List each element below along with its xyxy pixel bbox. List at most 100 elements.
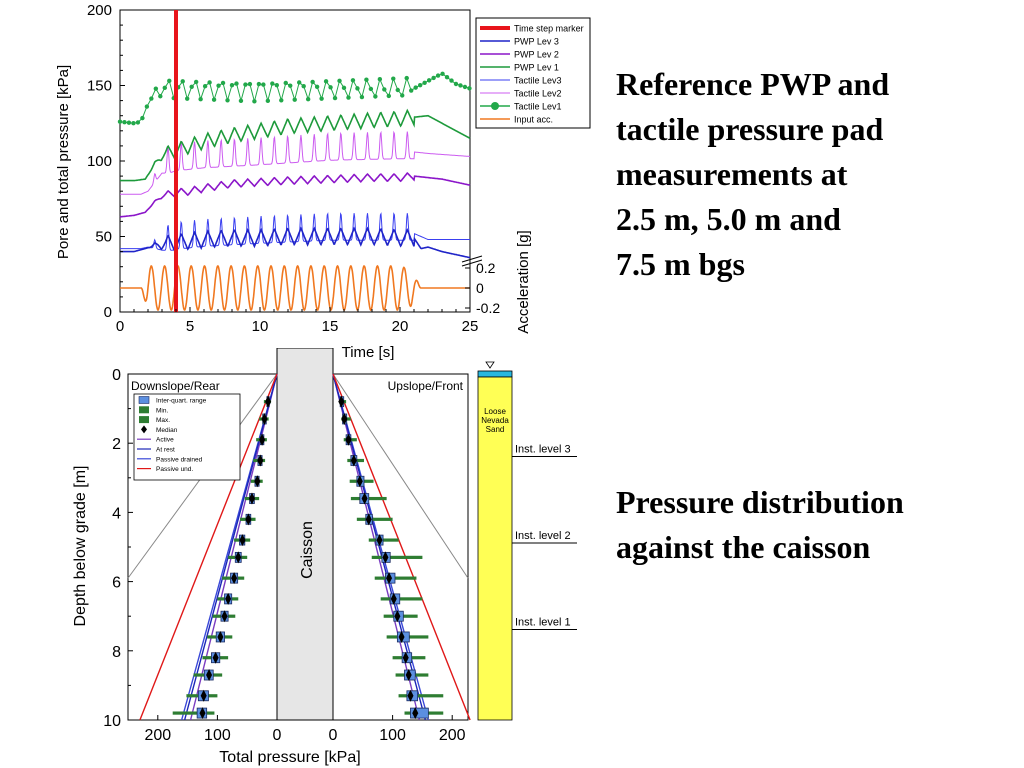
legend-label: Tactile Lev1 <box>514 102 562 112</box>
front-minmax-bar <box>368 538 399 542</box>
tactile-lev1-point <box>292 97 297 102</box>
series-input-acc <box>120 264 470 312</box>
tactile-lev1-point <box>270 81 275 86</box>
tactile-lev1-point <box>216 83 221 88</box>
tactile-lev1-point <box>426 78 432 83</box>
time-history-axes: 0 5 10 15 20 25 0 50 100 150 200 0.2 0 -0.2 <box>87 2 500 335</box>
tactile-lev1-point <box>274 82 279 88</box>
rear-median-marker <box>235 551 242 564</box>
tactile-lev1-point <box>158 94 163 99</box>
tactile-lev1-point <box>440 71 445 77</box>
x-tick-label: 25 <box>462 318 479 335</box>
plot-frame <box>119 9 471 313</box>
rear-median-marker <box>206 669 213 682</box>
series-pwp-lev3 <box>120 226 471 259</box>
tactile-lev1-point <box>265 98 271 104</box>
front-median-marker <box>402 651 409 664</box>
legend-label: Tactile Lev3 <box>514 76 562 86</box>
legend-label: PWP Lev 1 <box>514 63 559 73</box>
water-level-icon <box>485 361 495 369</box>
tactile-lev1-point <box>417 82 423 88</box>
legend-minmax-swatch <box>139 406 149 414</box>
rear-median-marker <box>217 630 224 643</box>
front-median-marker <box>394 610 401 623</box>
rear-median-marker <box>221 610 228 623</box>
front-median-marker <box>386 572 393 585</box>
pressure-axes: 0 2 4 6 8 10 200 100 0 0 100 200 <box>103 367 465 744</box>
tactile-lev1-point <box>323 79 329 84</box>
sand-label: Nevada <box>481 416 509 425</box>
pressure-tick-label-right: 100 <box>379 727 406 744</box>
legend-iqr-swatch <box>138 396 150 404</box>
tactile-lev1-point <box>229 82 235 88</box>
legend-label: Passive und. <box>156 466 193 473</box>
front-median-marker <box>398 630 405 643</box>
legend-label: Min. <box>156 407 168 414</box>
front-median-marker <box>341 412 348 425</box>
tactile-lev1-point <box>337 78 342 84</box>
tactile-lev1-point <box>413 85 418 90</box>
tactile-lev1-point <box>135 120 141 125</box>
tactile-lev1-point <box>283 80 288 86</box>
x-tick-label: 0 <box>116 318 124 335</box>
rear-median-marker <box>245 513 252 526</box>
front-median-marker <box>361 492 368 505</box>
tactile-lev1-point <box>297 80 302 85</box>
x-tick-label: 15 <box>322 318 339 335</box>
tactile-lev1-point <box>252 99 257 104</box>
tactile-lev1-point <box>256 81 262 87</box>
rear-minmax-bar <box>172 711 215 715</box>
inst-level-label: Inst. level 2 <box>515 530 571 542</box>
tactile-lev1-point <box>319 96 324 101</box>
front-median-marker <box>382 551 389 564</box>
pressure-tick-label-left: 200 <box>144 727 171 744</box>
tactile-lev1-point <box>149 96 154 101</box>
front-iqr-box <box>410 707 429 719</box>
pressure-tick-label-right: 0 <box>329 727 338 744</box>
tactile-lev1-point <box>243 82 248 87</box>
y-tick-label: 150 <box>87 78 112 95</box>
tactile-lev1-point <box>444 75 450 80</box>
pressure-tick-label-right: 200 <box>439 727 466 744</box>
tactile-lev1-point <box>185 96 190 101</box>
rear-median-marker <box>257 454 264 467</box>
caisson-body <box>276 348 334 721</box>
tactile-lev1-point <box>359 94 365 100</box>
tactile-lev1-point <box>341 85 347 91</box>
sand-label: Sand <box>486 425 505 434</box>
tactile-lev1-point <box>140 115 145 121</box>
depth-tick-label: 8 <box>112 644 121 661</box>
depth-tick-label: 4 <box>112 505 121 522</box>
legend-label: PWP Lev 2 <box>514 50 559 60</box>
front-minmax-bar <box>380 597 423 601</box>
y-tick-label: 200 <box>87 2 112 19</box>
tactile-lev1-point <box>458 83 463 88</box>
legend-minmax-swatch <box>139 416 149 424</box>
tactile-lev1-point <box>435 73 441 78</box>
inst-level-label: Inst. level 3 <box>515 444 571 456</box>
tactile-lev1-point <box>332 95 338 101</box>
pressure-distribution-chart: 0 2 4 6 8 10 200 100 0 0 100 200 Downslope/Rear Ups… <box>72 348 577 766</box>
rear-median-marker <box>199 707 206 720</box>
tactile-lev1-point <box>431 75 436 81</box>
water-table <box>477 370 513 378</box>
tactile-lev1-point <box>386 93 391 99</box>
tactile-lev1-point <box>207 80 212 85</box>
right-panel-title: Upslope/Front <box>388 379 464 393</box>
depth-axis-label: Depth below grade [m] <box>72 466 89 627</box>
depth-tick-label: 0 <box>112 367 121 384</box>
time-history-plot-area <box>119 9 471 313</box>
legend-label: Median <box>156 427 178 434</box>
tactile-lev1-point <box>382 87 387 92</box>
y-tick-label: 0 <box>104 304 112 321</box>
x-tick-label: 10 <box>252 318 269 335</box>
inst-level-label: Inst. level 1 <box>515 617 571 629</box>
pressure-tick-label-left: 0 <box>273 727 282 744</box>
tactile-lev1-point <box>377 76 383 82</box>
caption-top: Reference PWP and tactile pressure pad m… <box>616 66 890 282</box>
front-median-marker <box>345 433 352 446</box>
x-tick-label: 20 <box>392 318 409 335</box>
legend-label: Active <box>156 437 174 444</box>
